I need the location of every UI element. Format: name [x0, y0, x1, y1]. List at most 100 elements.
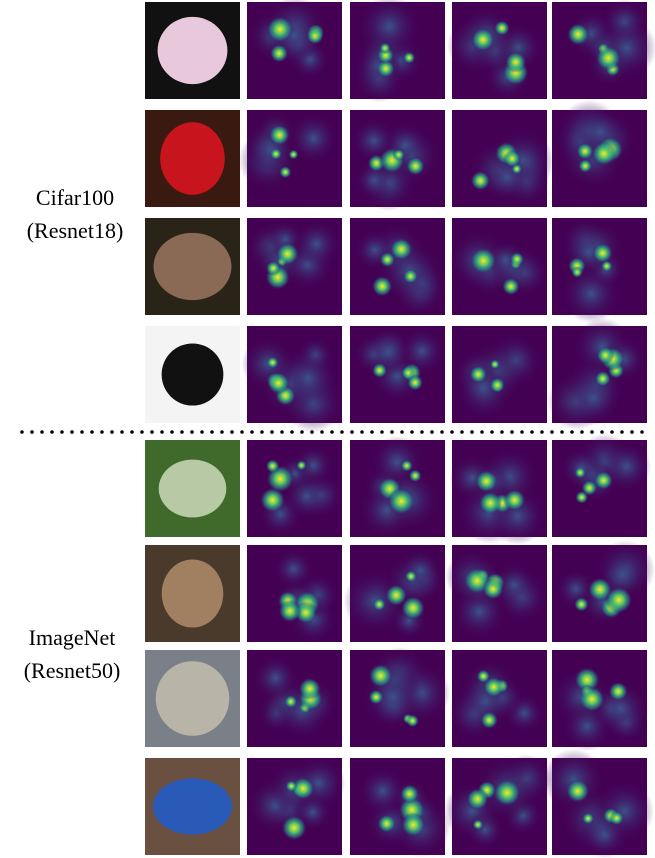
saliency-hotspot — [400, 595, 426, 621]
saliency-hotspot — [372, 598, 386, 611]
saliency-hotspot — [267, 371, 290, 395]
saliency-hotspot — [493, 778, 521, 807]
saliency-hotspot — [404, 570, 418, 583]
image-subject — [152, 778, 233, 835]
saliency-hotspot — [401, 812, 426, 838]
saliency-glow — [602, 553, 644, 596]
saliency-hotspot — [401, 365, 416, 381]
saliency-hotspot — [483, 676, 505, 698]
saliency-hotspot — [266, 356, 279, 369]
saliency-glow — [292, 220, 341, 268]
saliency-hotspot — [476, 669, 491, 684]
saliency-hotspot — [582, 812, 595, 825]
saliency-hotspot — [269, 147, 282, 160]
saliency-hotspot — [405, 714, 420, 728]
saliency-glow — [398, 328, 445, 375]
saliency-hotspot — [501, 277, 520, 296]
saliency-hotspot — [268, 124, 291, 146]
saliency-hotspot — [285, 780, 298, 793]
saliency-glow — [358, 0, 421, 58]
saliency-hotspot — [511, 163, 523, 175]
saliency-glow — [486, 240, 525, 280]
saliency-hotspot — [478, 491, 503, 515]
saliency-hotspot — [400, 459, 413, 472]
image-subject — [161, 559, 224, 628]
saliency-hotspot — [379, 42, 391, 54]
saliency-hotspot — [266, 15, 294, 43]
saliency-hotspot — [405, 156, 425, 176]
saliency-hotspot — [296, 460, 307, 471]
saliency-hotspot — [600, 260, 613, 272]
saliency-hotspot — [281, 814, 308, 841]
saliency-hotspot — [259, 487, 286, 513]
saliency-hotspot — [592, 242, 613, 264]
saliency-hotspot — [376, 59, 395, 78]
saliency-glow — [594, 781, 655, 842]
saliency-hotspot — [509, 251, 525, 267]
saliency-hotspot — [605, 586, 633, 614]
saliency-hotspot — [609, 810, 624, 826]
saliency-glow — [288, 113, 339, 164]
saliency-glow — [592, 680, 649, 737]
saliency-hotspot — [399, 784, 420, 804]
saliency-hotspot — [278, 599, 302, 623]
image-subject — [161, 343, 224, 406]
saliency-hotspot — [269, 43, 289, 63]
saliency-hotspot — [489, 377, 506, 393]
saliency-hotspot — [482, 578, 504, 600]
image-subject — [157, 16, 228, 85]
model-label: (Resnet50) — [24, 658, 121, 683]
saliency-hotspot — [469, 365, 488, 384]
saliency-hotspot — [489, 359, 500, 370]
saliency-glow — [542, 748, 605, 811]
saliency-hotspot — [298, 677, 322, 701]
saliency-hotspot — [368, 663, 393, 688]
saliency-glow — [465, 810, 504, 849]
saliency-hotspot — [279, 165, 292, 179]
saliency-hotspot — [571, 266, 584, 279]
saliency-hotspot — [387, 487, 415, 515]
saliency-hotspot — [291, 776, 315, 801]
saliency-hotspot — [576, 142, 594, 160]
saliency-hotspot — [480, 711, 499, 730]
saliency-hotspot — [475, 469, 498, 493]
saliency-hotspot — [573, 596, 589, 612]
saliency-hotspot — [402, 51, 416, 64]
saliency-hotspot — [408, 469, 422, 483]
saliency-hotspot — [566, 22, 590, 46]
image-subject — [160, 122, 225, 195]
saliency-hotspot — [472, 819, 484, 831]
saliency-hotspot — [578, 685, 606, 713]
saliency-hotspot — [596, 346, 615, 365]
saliency-hotspot — [591, 141, 617, 167]
saliency-hotspot — [265, 260, 281, 276]
saliency-hotspot — [593, 470, 614, 491]
saliency-hotspot — [578, 158, 593, 174]
saliency-hotspot — [594, 370, 611, 387]
saliency-hotspot — [275, 242, 300, 266]
saliency-hotspot — [392, 148, 405, 161]
saliency-hotspot — [385, 584, 408, 607]
saliency-hotspot — [608, 681, 628, 702]
saliency-glow — [293, 445, 334, 486]
saliency-hotspot — [284, 694, 298, 709]
saliency-hotspot — [288, 149, 299, 160]
saliency-hotspot — [368, 689, 384, 705]
saliency-hotspot — [595, 45, 622, 71]
saliency-glow — [273, 549, 314, 589]
saliency-hotspot — [565, 779, 590, 803]
saliency-hotspot — [575, 490, 589, 504]
saliency-hotspot — [265, 459, 280, 474]
saliency-hotspot — [494, 20, 510, 37]
saliency-hotspot — [503, 488, 526, 512]
saliency-hotspot — [377, 814, 396, 833]
dataset-label: ImageNet — [29, 625, 116, 650]
saliency-hotspot — [470, 247, 497, 275]
image-subject — [153, 232, 232, 301]
saliency-hotspot — [504, 51, 527, 73]
saliency-glow — [565, 369, 621, 426]
saliency-hotspot — [503, 149, 522, 168]
saliency-hotspot — [371, 362, 388, 379]
saliency-hotspot — [306, 27, 324, 45]
